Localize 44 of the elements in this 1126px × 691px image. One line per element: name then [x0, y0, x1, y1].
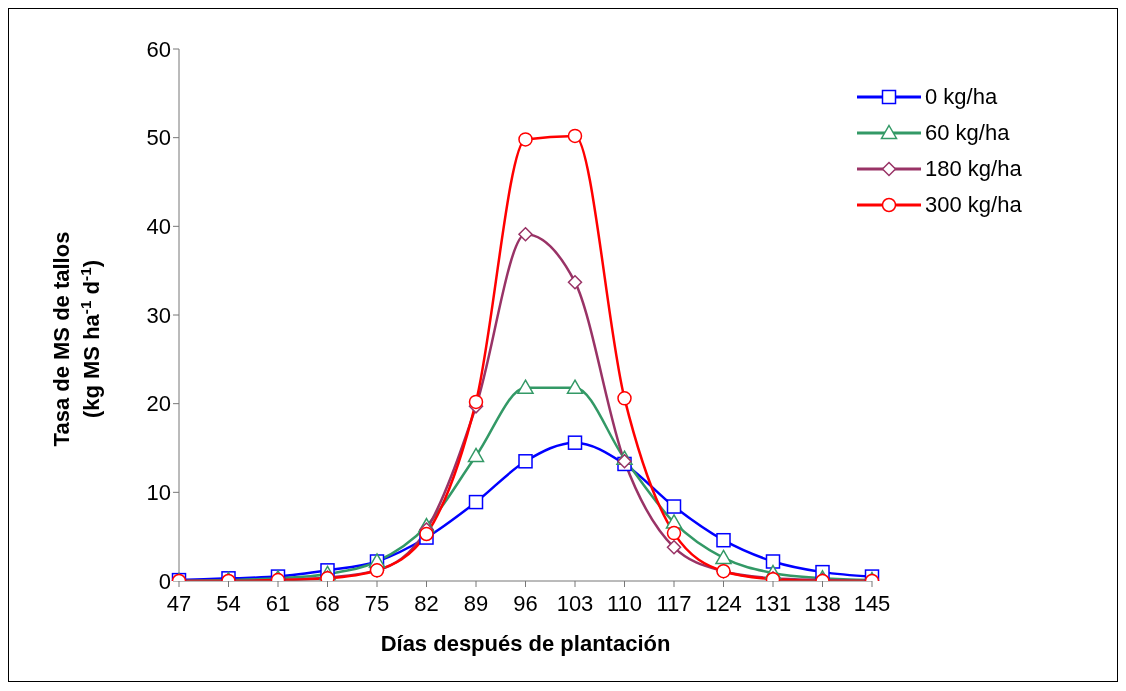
x-tick-label: 131: [754, 590, 792, 616]
x-tick-label: 124: [705, 590, 742, 616]
x-tick-label: 145: [853, 590, 891, 616]
point: [567, 274, 583, 290]
x-tick-label: 61: [265, 590, 291, 616]
point: [517, 379, 534, 394]
legend-label: 180 kg/ha: [925, 156, 1022, 182]
legend-label: 60 kg/ha: [925, 120, 1010, 146]
y-tick-label: 20: [146, 391, 171, 417]
point: [666, 525, 682, 541]
point: [468, 394, 484, 410]
y-tick-label: 50: [146, 125, 171, 151]
point: [715, 549, 732, 565]
legend-label: 0 kg/ha: [925, 84, 998, 110]
y-tick-label: 40: [146, 214, 171, 240]
point: [666, 499, 682, 514]
x-tick-label: 110: [606, 590, 643, 616]
x-tick-label: 138: [804, 590, 841, 616]
legend-label: 300 kg/ha: [925, 192, 1022, 218]
point: [419, 526, 434, 542]
x-tick-label: 75: [364, 590, 390, 616]
x-tick-label: 89: [463, 590, 489, 616]
point: [716, 532, 731, 548]
point: [468, 494, 484, 510]
x-tick-label: 117: [656, 590, 692, 616]
point: [467, 447, 485, 463]
x-tick-label: 82: [414, 590, 439, 616]
x-tick-label: 68: [315, 590, 340, 616]
point: [567, 128, 583, 144]
point: [666, 540, 682, 555]
point: [566, 379, 584, 394]
x-tick-label: 103: [556, 590, 594, 616]
point: [518, 454, 533, 469]
x-axis-title: Días después de plantación: [380, 631, 671, 656]
point: [765, 554, 781, 569]
point: [518, 132, 533, 147]
point: [567, 435, 583, 450]
y-tick-label: 10: [146, 480, 171, 506]
point: [617, 391, 632, 406]
x-tick-label: 54: [216, 590, 241, 616]
point: [518, 227, 533, 242]
x-tick-label: 96: [513, 590, 538, 616]
y-tick-label: 30: [146, 302, 171, 328]
y-tick-label: 60: [146, 36, 171, 62]
